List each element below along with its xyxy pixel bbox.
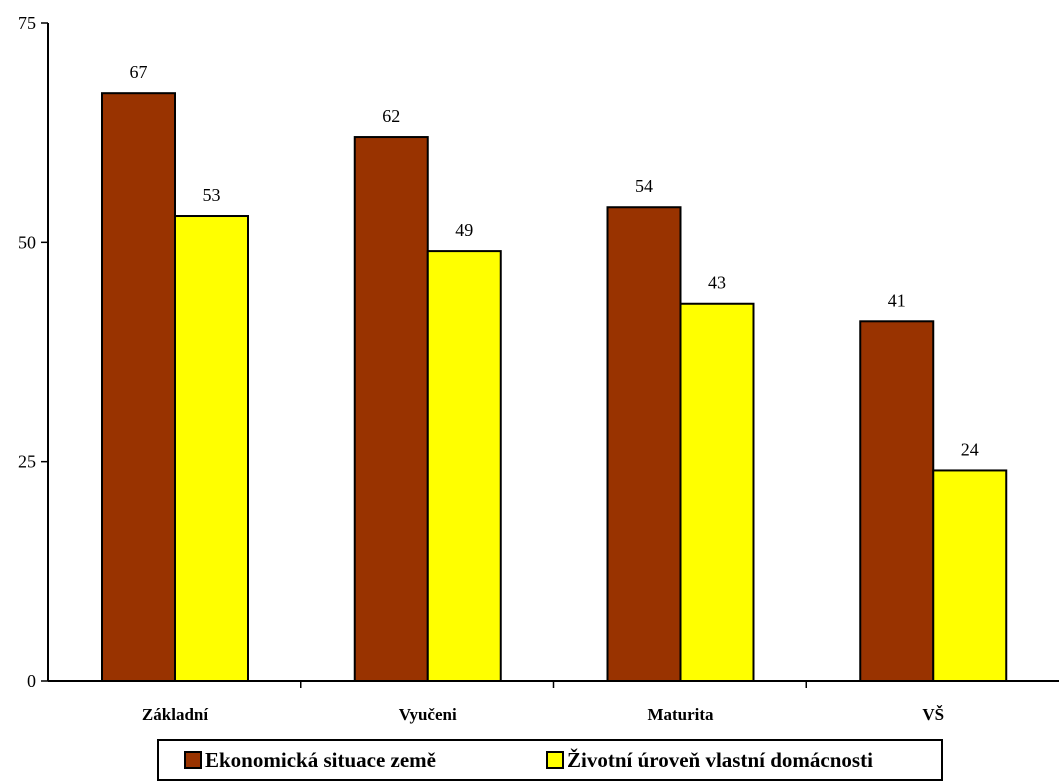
bar [101,92,176,683]
data-label: 53 [203,185,221,205]
y-axis-ticks: 0 25 50 75 [18,13,48,691]
legend-box [157,739,943,781]
legend-label: Životní úroveň vlastní domácnosti [567,748,873,772]
data-label: 41 [888,290,906,310]
category-label: Maturita [647,705,714,724]
data-label: 67 [130,62,148,82]
bars [101,92,1008,683]
bar [859,320,935,682]
y-tick-label: 50 [18,232,36,252]
category-label: Základní [142,705,208,724]
axes [47,23,1059,688]
bar [174,215,249,682]
legend-swatch [546,751,564,769]
bar [932,469,1008,682]
category-label: VŠ [922,705,944,724]
data-label: 54 [635,176,653,196]
bar [426,250,502,683]
legend-swatch [184,751,202,769]
data-label: 62 [382,106,400,126]
category-labels: Základní Vyučeni Maturita VŠ [142,705,944,724]
y-tick-label: 75 [18,13,36,33]
data-label: 43 [708,273,726,293]
legend: Ekonomická situace země Životní úroveň vl… [157,739,943,781]
data-label: 24 [961,439,979,459]
bar [679,302,755,682]
bar [606,206,682,683]
legend-label: Ekonomická situace země [205,748,436,772]
y-tick-label: 0 [27,671,36,691]
bar [353,136,429,682]
data-labels: 67 53 62 49 54 43 41 24 [130,62,979,459]
category-label: Vyučeni [399,705,457,724]
data-label: 49 [455,220,473,240]
y-tick-label: 25 [18,452,36,472]
